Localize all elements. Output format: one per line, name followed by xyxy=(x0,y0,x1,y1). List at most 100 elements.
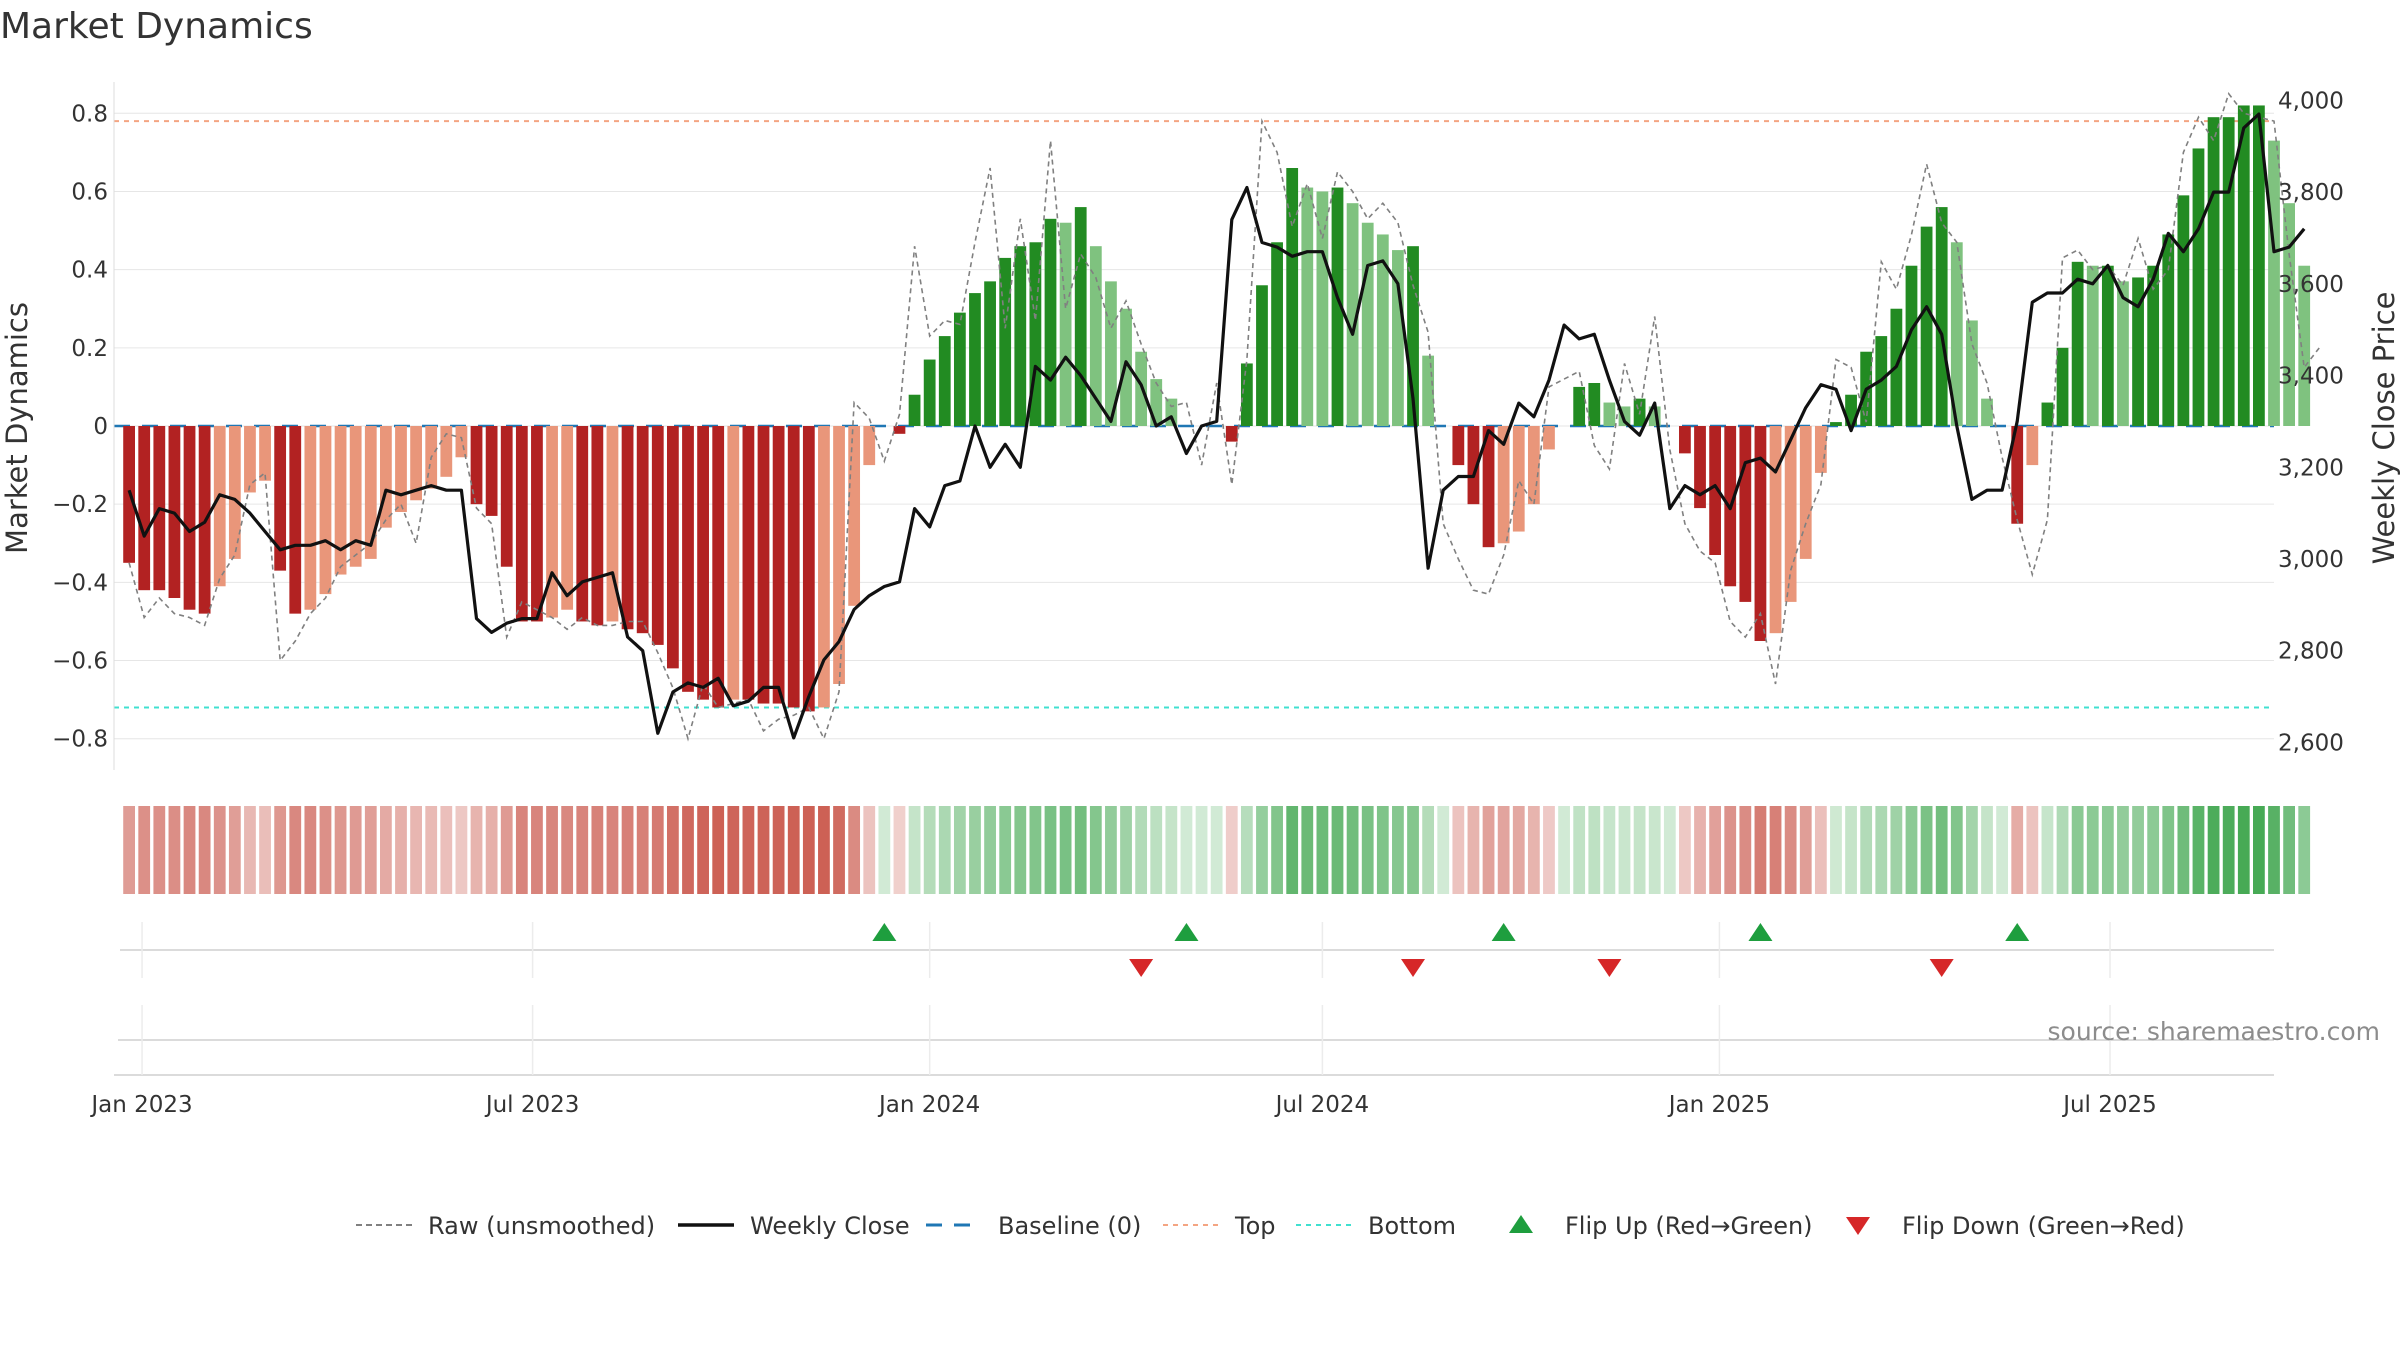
regime-cell xyxy=(304,806,317,894)
regime-cell xyxy=(2117,806,2129,894)
regime-cell xyxy=(500,806,513,894)
regime-cell xyxy=(1286,806,1299,894)
regime-cell xyxy=(1754,806,1767,894)
regime-cell xyxy=(183,806,196,894)
regime-cell xyxy=(334,806,347,894)
dynamics-bar xyxy=(621,426,634,630)
regime-cell xyxy=(2207,806,2220,894)
regime-cell xyxy=(1105,806,1117,894)
regime-cell xyxy=(1346,806,1359,894)
y2-axis-label: Weekly Close Price xyxy=(2367,292,2400,565)
flip-up-marker xyxy=(1174,923,1199,941)
regime-cell xyxy=(666,806,679,894)
regime-cell xyxy=(319,806,332,894)
regime-cell xyxy=(1890,806,1903,894)
dynamics-bar xyxy=(1422,355,1435,426)
regime-cell xyxy=(2041,806,2054,894)
flip-up-marker xyxy=(1748,923,1773,941)
regime-cell xyxy=(1679,806,1691,894)
y-tick-label: −0.8 xyxy=(52,727,108,753)
dynamics-bar xyxy=(349,426,362,567)
dynamics-bar xyxy=(2162,234,2175,426)
dynamics-bar xyxy=(818,426,830,708)
regime-cell xyxy=(1603,806,1616,894)
line-series xyxy=(127,92,2320,742)
dynamics-bar xyxy=(1392,250,1404,426)
regime-cell xyxy=(1150,806,1163,894)
regime-cell xyxy=(1724,806,1737,894)
dynamics-bar xyxy=(651,426,664,645)
regime-cell xyxy=(999,806,1012,894)
y2-tick-label: 4,000 xyxy=(2278,88,2344,114)
regime-cell xyxy=(561,806,574,894)
dynamics-bar xyxy=(259,426,271,481)
dynamics-bar xyxy=(863,426,876,466)
regime-strip xyxy=(123,806,2311,894)
regime-cell xyxy=(485,806,498,894)
regime-cell xyxy=(1392,806,1404,894)
regime-cell xyxy=(1120,806,1132,894)
regime-cell xyxy=(757,806,770,894)
y-tick-label: −0.4 xyxy=(52,570,108,596)
dynamics-bar xyxy=(712,426,725,708)
regime-cell xyxy=(1029,806,1042,894)
regime-cell xyxy=(1981,806,1993,894)
y-tick-label: 0.8 xyxy=(71,101,108,127)
legend-item: Baseline (0) xyxy=(926,1212,1141,1240)
regime-cell xyxy=(274,806,287,894)
regime-cell xyxy=(2192,806,2205,894)
regime-cell xyxy=(455,806,468,894)
y-tick-label: 0.4 xyxy=(71,258,108,284)
regime-cell xyxy=(621,806,634,894)
axes: 0.8 0.6 0.4 0.2 0 −0.2 −0.4 −0.6 −0.8 4,000 3,800 3… xyxy=(52,82,2344,1118)
regime-cell xyxy=(1905,806,1918,894)
y-tick-label: 0 xyxy=(93,414,108,440)
dynamics-bar xyxy=(2207,117,2220,426)
regime-cell xyxy=(531,806,543,894)
dynamics-bar xyxy=(2132,277,2144,426)
y-axis-label: Market Dynamics xyxy=(0,302,34,554)
dynamics-bar xyxy=(2253,105,2265,427)
regime-cell xyxy=(1135,806,1148,894)
regime-cell xyxy=(908,806,921,894)
regime-cell xyxy=(1422,806,1435,894)
regime-cell xyxy=(818,806,830,894)
dynamics-bar xyxy=(395,426,407,512)
dynamics-bar xyxy=(1361,222,1374,426)
dynamics-bar xyxy=(1407,246,1419,426)
dynamics-bar xyxy=(183,426,196,610)
regime-cell xyxy=(1618,806,1631,894)
regime-cell xyxy=(1376,806,1389,894)
regime-cell xyxy=(1497,806,1510,894)
dynamics-bar xyxy=(546,426,558,618)
regime-cell xyxy=(1180,806,1193,894)
regime-cell xyxy=(606,806,619,894)
legend-label: Baseline (0) xyxy=(998,1212,1141,1240)
regime-cell xyxy=(349,806,362,894)
regime-cell xyxy=(1512,806,1525,894)
regime-cell xyxy=(1633,806,1646,894)
y2-tick-label: 2,800 xyxy=(2278,639,2344,665)
x-tick-label: Jan 2024 xyxy=(877,1092,980,1118)
regime-cell xyxy=(2011,806,2024,894)
x-tick-label: Jul 2024 xyxy=(1274,1092,1370,1118)
regime-cell xyxy=(1814,806,1827,894)
regime-cell xyxy=(2237,806,2250,894)
regime-cell xyxy=(1165,806,1178,894)
regime-cell xyxy=(1694,806,1706,894)
regime-cell xyxy=(1860,806,1873,894)
x-tick-label: Jul 2023 xyxy=(484,1092,580,1118)
regime-cell xyxy=(1558,806,1570,894)
dynamics-bar xyxy=(1165,398,1178,426)
dynamics-bar xyxy=(1527,426,1540,505)
regime-cell xyxy=(1543,806,1555,894)
regime-cell xyxy=(848,806,861,894)
dynamics-bar xyxy=(1694,426,1706,509)
dynamics-bar xyxy=(1935,207,1948,426)
dynamics-bar xyxy=(969,293,981,426)
regime-cell xyxy=(546,806,558,894)
regime-cell xyxy=(893,806,906,894)
dynamics-bar xyxy=(2192,148,2205,427)
legend-item: Flip Up (Red→Green) xyxy=(1509,1212,1813,1240)
